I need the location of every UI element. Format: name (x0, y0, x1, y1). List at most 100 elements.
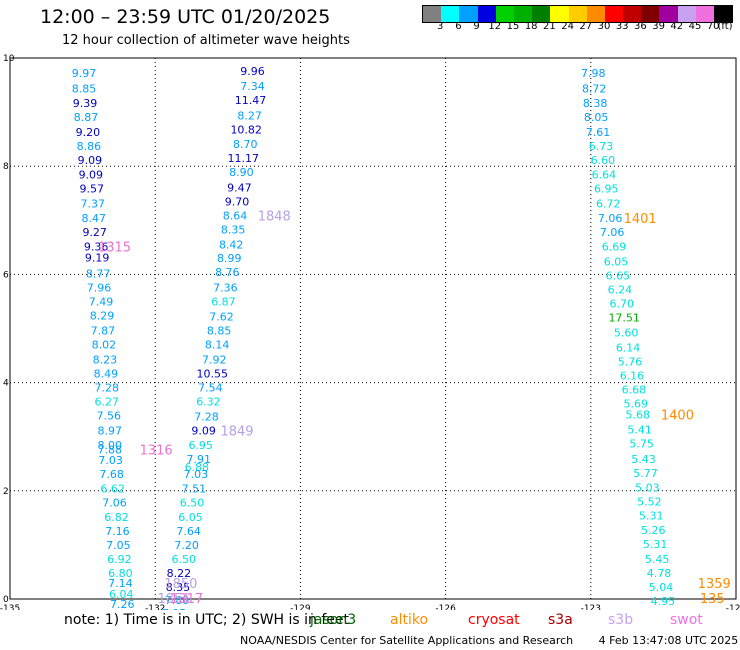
x-tick-label: -129 (290, 604, 311, 610)
wave-height-label: 7.51 (182, 483, 207, 496)
pass-time-label: 1317 (170, 592, 203, 607)
legend-label: 70 (706, 21, 720, 32)
wave-height-label: 8.47 (81, 212, 106, 225)
wave-height-plot: -135 -132 -129 -126 -123 -120 0 2 4 6 8 10 9.97 8.85 9… (0, 54, 740, 610)
wave-height-label: 6.80 (108, 567, 133, 580)
legend-swatch (659, 6, 678, 22)
wave-height-label: 5.03 (635, 482, 660, 495)
wave-height-label: 8.00 (97, 439, 122, 452)
legend-label: 6 (455, 21, 462, 32)
wave-height-label: 8.22 (167, 567, 192, 580)
wave-height-label: 6.92 (107, 553, 132, 566)
legend-label: 33 (615, 21, 629, 32)
wave-height-label: 5.31 (643, 538, 668, 551)
wave-height-label: 6.68 (622, 384, 647, 397)
legend-swatch (695, 6, 714, 22)
pass-time-label: 1315 (98, 240, 131, 255)
wave-height-label: 5.31 (639, 510, 664, 523)
wave-height-label: 9.39 (73, 97, 98, 110)
wave-height-label: 7.96 (87, 281, 112, 294)
legend-swatch (495, 6, 514, 22)
wave-height-label: 8.70 (233, 138, 258, 151)
wave-height-label: 9.36 (84, 240, 109, 253)
note-text: note: 1) Time is in UTC; 2) SWH is in fe… (64, 612, 350, 628)
legend-unit: (ft) (717, 21, 733, 32)
wave-height-label: 8.72 (582, 82, 607, 95)
wave-height-label: 7.28 (95, 381, 120, 394)
wave-height-label: 8.38 (583, 97, 608, 110)
legend-label: 30 (597, 21, 611, 32)
wave-height-label: 5.52 (637, 496, 662, 509)
wave-height-label: 6.72 (596, 198, 621, 211)
color-legend (422, 5, 734, 23)
wave-height-label: 9.97 (72, 67, 97, 80)
legend-label: 39 (652, 21, 665, 32)
pass-time-label: 1401 (624, 212, 657, 227)
wave-height-label: 9.20 (76, 126, 101, 139)
wave-height-label: 9.57 (80, 182, 105, 195)
pass-time-label: 1400 (661, 409, 694, 424)
wave-height-label: 7.87 (91, 325, 116, 338)
pass-time-label: 1850 (164, 577, 197, 592)
wave-height-label: 9.09 (78, 154, 103, 167)
y-tick-label: 2 (3, 487, 9, 497)
legend-swatch (641, 6, 660, 22)
wave-height-label: 5.76 (618, 356, 643, 369)
y-tick-label: 0 (3, 595, 9, 605)
y-tick-label: 10 (3, 54, 15, 64)
legend-swatch (623, 6, 642, 22)
wave-height-label: 6.62 (100, 483, 125, 496)
legend-label: 18 (524, 21, 538, 32)
wave-height-label: 8.05 (584, 111, 609, 124)
pass-time-label: 1851 (158, 592, 191, 607)
wave-height-label: 11.17 (228, 152, 260, 165)
wave-height-label: 7.03 (184, 468, 209, 481)
legend-swatch (532, 6, 551, 22)
mission-jason3: jason3 (310, 612, 357, 628)
wave-height-label: 5.26 (641, 524, 666, 537)
wave-height-label: 9.70 (225, 195, 250, 208)
legend-label: 45 (688, 21, 702, 32)
legend-label: 3 (437, 21, 444, 32)
legend-swatch (423, 6, 442, 22)
mission-cryosat: cryosat (468, 612, 520, 628)
wave-height-label: 17.51 (608, 312, 640, 325)
wave-height-label: 7.20 (174, 539, 199, 552)
x-tick-label: -123 (581, 604, 601, 610)
y-tick-label: 8 (3, 162, 9, 172)
pass-time-label: 1849 (220, 425, 253, 440)
wave-height-label: 6.05 (178, 511, 203, 524)
wave-height-label: 9.27 (82, 226, 107, 239)
wave-height-label: 7.61 (586, 126, 611, 139)
wave-height-label: 7.16 (105, 525, 130, 538)
pass-time-label: 1359 (698, 577, 731, 592)
wave-height-label: 6.87 (211, 295, 236, 308)
wave-height-label: 6.65 (606, 269, 631, 282)
mission-s3b: s3b (608, 612, 634, 628)
legend-swatch (513, 6, 533, 22)
footer-credit: NOAA/NESDIS Center for Satellite Applica… (240, 634, 574, 647)
wave-height-label: 6.50 (180, 497, 205, 510)
wave-height-label: 8.64 (223, 209, 248, 222)
wave-height-label: 9.09 (191, 425, 216, 438)
legend-swatch (441, 6, 460, 22)
mission-altiko: altiko (390, 612, 429, 628)
wave-height-label: 7.62 (209, 311, 234, 324)
wave-height-label: 10.55 (197, 367, 229, 380)
wave-height-label: 7.14 (108, 577, 133, 590)
wave-height-label: 7.98 (581, 67, 606, 80)
wave-height-label: 9.47 (227, 181, 252, 194)
pass-time-label: 1316 (140, 444, 173, 459)
legend-swatch (604, 6, 624, 22)
wave-height-label: 8.35 (166, 581, 191, 594)
wave-height-label: 6.32 (196, 396, 221, 409)
wave-height-label: 5.75 (629, 438, 654, 451)
wave-height-label: 6.82 (104, 511, 129, 524)
x-tick-label: -135 (0, 604, 20, 610)
wave-height-label: 8.49 (94, 367, 119, 380)
wave-height-label: 6.50 (172, 553, 197, 566)
wave-height-label: 5.41 (627, 424, 652, 437)
wave-height-label: 7.06 (600, 226, 625, 239)
wave-height-label: 6.64 (592, 168, 617, 181)
legend-label: 27 (579, 21, 593, 32)
